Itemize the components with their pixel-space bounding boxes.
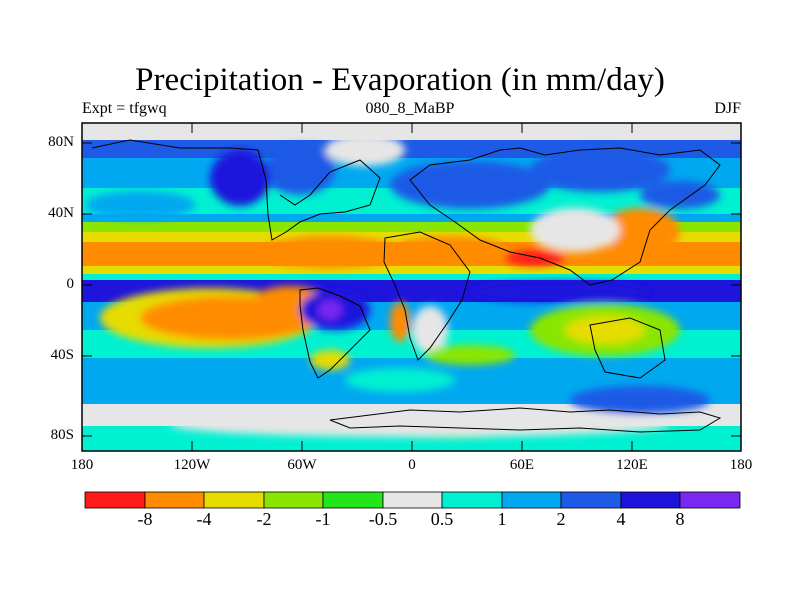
colorbar-bin (322, 491, 384, 509)
colorbar-bin (203, 491, 265, 509)
colorbar-bin (263, 491, 324, 509)
colorbar-label: 8 (675, 509, 685, 529)
colorbar-label: 4 (616, 509, 626, 529)
lon-label: 120E (616, 457, 648, 473)
coastlines (91, 139, 722, 433)
colorbar-bin (620, 491, 681, 509)
colorbar-label: 0.5 (430, 509, 454, 529)
lat-label: 80S (50, 427, 74, 443)
colorbar-label: 2 (556, 509, 566, 529)
colorbar-bin (144, 491, 205, 509)
chart-title: Precipitation - Evaporation (in mm/day) (135, 62, 665, 98)
colorbar-label: 1 (497, 509, 507, 529)
lat-label: 0 (66, 276, 75, 292)
lat-label: 40N (48, 205, 74, 221)
experiment-label: Expt = tfgwq (82, 100, 167, 117)
colorbar-label: -2 (256, 509, 272, 529)
axis-ticks (81, 123, 742, 451)
colorbar-bin (560, 491, 622, 509)
colorbar-label: -4 (196, 509, 212, 529)
lat-label: 80N (48, 134, 74, 150)
map-field (82, 123, 741, 451)
colorbar-bin (679, 491, 741, 509)
colorbar-bin (84, 491, 146, 509)
lat-label: 40S (50, 347, 74, 363)
lon-label: 180 (70, 457, 94, 473)
lon-label: 120W (173, 457, 211, 473)
colorbar-bin (441, 491, 503, 509)
season-label: DJF (714, 100, 741, 117)
colorbar-bin (501, 491, 562, 509)
lon-label: 0 (408, 457, 416, 473)
colorbar-bin (382, 491, 443, 509)
colorbar-label: -8 (137, 509, 153, 529)
colorbar (84, 491, 741, 509)
colorbar-label: -1 (315, 509, 331, 529)
lon-label: 60W (287, 457, 317, 473)
colorbar-label: -0.5 (368, 509, 398, 529)
lon-label: 180 (729, 457, 753, 473)
period-label: 080_8_MaBP (365, 100, 455, 117)
lon-label: 60E (509, 457, 535, 473)
